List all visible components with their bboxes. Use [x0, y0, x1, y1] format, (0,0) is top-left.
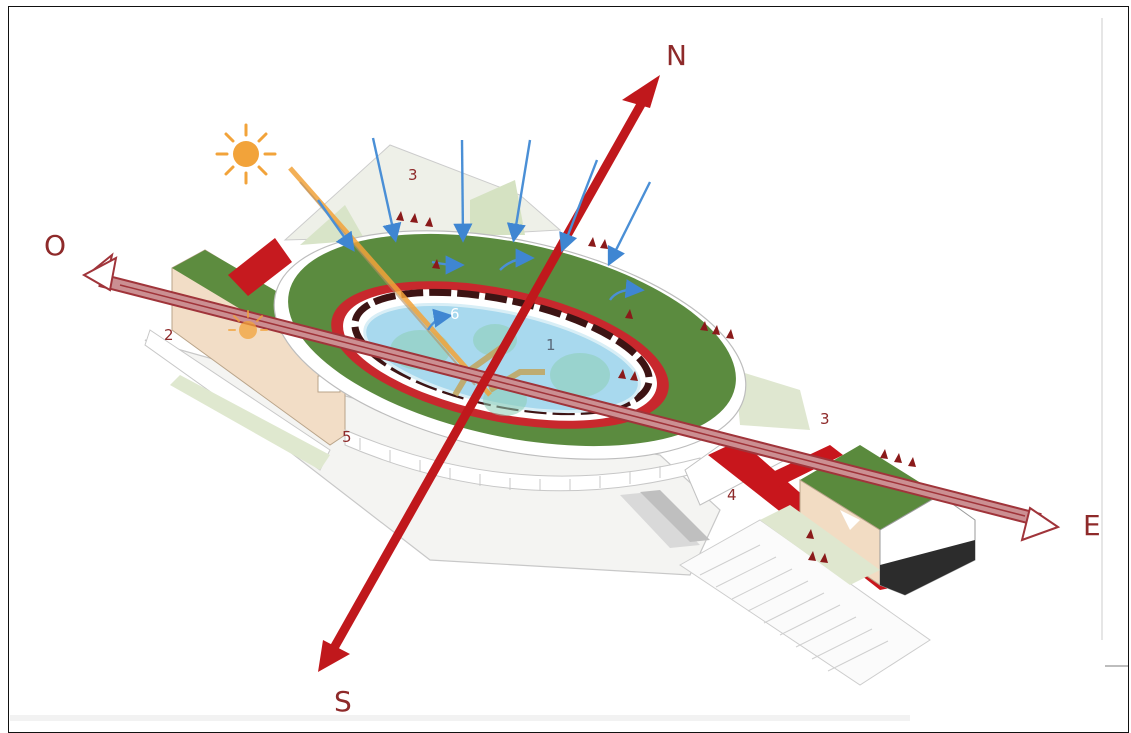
north-south-axis [318, 75, 660, 672]
east-label: E [1083, 509, 1101, 542]
zone-number-1: 1 [546, 336, 556, 354]
north-label: N [666, 39, 687, 72]
rain-arrows [317, 137, 652, 331]
zone-number-2: 2 [164, 326, 174, 344]
zone-number-3-east: 3 [820, 410, 830, 428]
zone-number-6: 6 [450, 305, 460, 323]
zone-number-3-top: 3 [408, 166, 418, 184]
sun-reflection-icon [228, 310, 268, 339]
sun-icon [215, 123, 277, 185]
bottom-strip [10, 715, 910, 721]
zone-number-5: 5 [342, 428, 352, 446]
tree-hill [283, 144, 810, 430]
parking-lot [679, 505, 931, 686]
wind-ticks [396, 211, 916, 563]
walkway [620, 490, 710, 548]
zone-number-4: 4 [727, 486, 737, 504]
west-label: O [44, 229, 67, 262]
south-label: S [334, 685, 352, 718]
